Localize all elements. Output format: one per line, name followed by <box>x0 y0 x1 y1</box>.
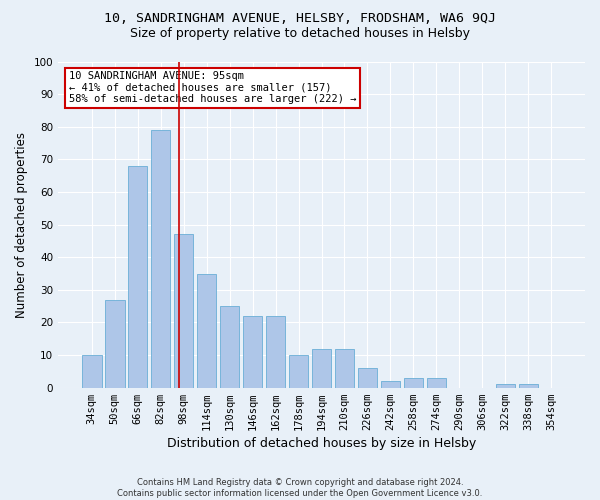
Bar <box>220 306 239 388</box>
Bar <box>404 378 423 388</box>
Bar <box>174 234 193 388</box>
Bar <box>197 274 217 388</box>
Bar <box>496 384 515 388</box>
Bar <box>427 378 446 388</box>
Y-axis label: Number of detached properties: Number of detached properties <box>15 132 28 318</box>
Text: Size of property relative to detached houses in Helsby: Size of property relative to detached ho… <box>130 28 470 40</box>
Text: 10, SANDRINGHAM AVENUE, HELSBY, FRODSHAM, WA6 9QJ: 10, SANDRINGHAM AVENUE, HELSBY, FRODSHAM… <box>104 12 496 26</box>
Text: Contains HM Land Registry data © Crown copyright and database right 2024.
Contai: Contains HM Land Registry data © Crown c… <box>118 478 482 498</box>
Bar <box>358 368 377 388</box>
Bar <box>105 300 125 388</box>
Bar <box>266 316 286 388</box>
Bar <box>243 316 262 388</box>
Bar <box>518 384 538 388</box>
Bar <box>128 166 148 388</box>
Bar <box>335 348 354 388</box>
X-axis label: Distribution of detached houses by size in Helsby: Distribution of detached houses by size … <box>167 437 476 450</box>
Text: 10 SANDRINGHAM AVENUE: 95sqm
← 41% of detached houses are smaller (157)
58% of s: 10 SANDRINGHAM AVENUE: 95sqm ← 41% of de… <box>68 72 356 104</box>
Bar <box>289 355 308 388</box>
Bar <box>82 355 101 388</box>
Bar <box>312 348 331 388</box>
Bar <box>380 381 400 388</box>
Bar <box>151 130 170 388</box>
